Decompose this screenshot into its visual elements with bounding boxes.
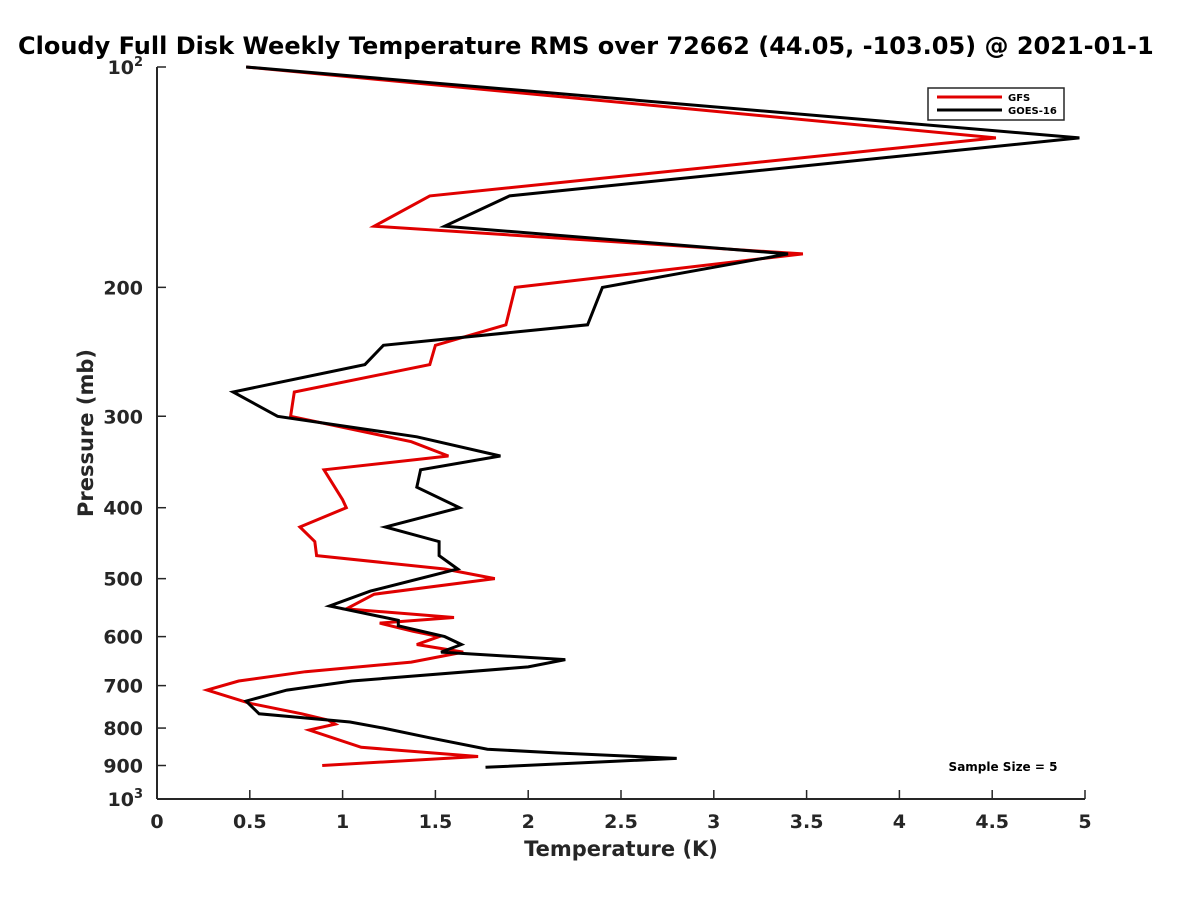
y-tick-label: 300 (103, 406, 143, 428)
sample-size-annotation: Sample Size = 5 (949, 760, 1058, 774)
series-layer (201, 65, 1080, 769)
x-tick-label: 1.5 (419, 811, 453, 833)
legend: GFS GOES-16 (927, 87, 1065, 121)
legend-label: GFS (1008, 93, 1030, 104)
x-tick-label: 2 (522, 811, 535, 833)
y-tick-label: 500 (103, 569, 143, 591)
y-tick-label: 400 (103, 498, 143, 520)
y-tick-label: 200 (103, 277, 143, 299)
y-axis-label: Pressure (mb) (74, 349, 98, 517)
x-axis-ticks: 0 0.5 1 1.5 2 2.5 3 3.5 4 4.5 5 (150, 790, 1092, 833)
y-tick-label: 103 (108, 787, 144, 811)
x-tick-label: 4.5 (975, 811, 1009, 833)
x-tick-label: 0 (150, 811, 163, 833)
x-tick-label: 4 (893, 811, 906, 833)
y-tick-label: 800 (103, 718, 143, 740)
y-tick-label: 700 (103, 676, 143, 698)
y-axis-ticks: 102 200 300 400 500 600 700 800 900 103 (103, 55, 166, 811)
legend-label: GOES-16 (1008, 106, 1057, 117)
chart-title: Cloudy Full Disk Weekly Temperature RMS … (18, 32, 1154, 60)
x-axis-label: Temperature (K) (524, 837, 718, 861)
x-tick-label: 3.5 (790, 811, 824, 833)
series-line-goes-16 (228, 65, 1080, 769)
x-tick-label: 3 (707, 811, 720, 833)
x-tick-label: 2.5 (604, 811, 638, 833)
x-tick-label: 5 (1078, 811, 1091, 833)
x-tick-label: 0.5 (233, 811, 267, 833)
y-tick-label: 600 (103, 627, 143, 649)
y-tick-label: 900 (103, 756, 143, 778)
x-tick-label: 1 (336, 811, 349, 833)
y-tick-label: 102 (108, 55, 144, 79)
legend-box (927, 87, 1065, 121)
series-line-gfs (201, 65, 997, 767)
